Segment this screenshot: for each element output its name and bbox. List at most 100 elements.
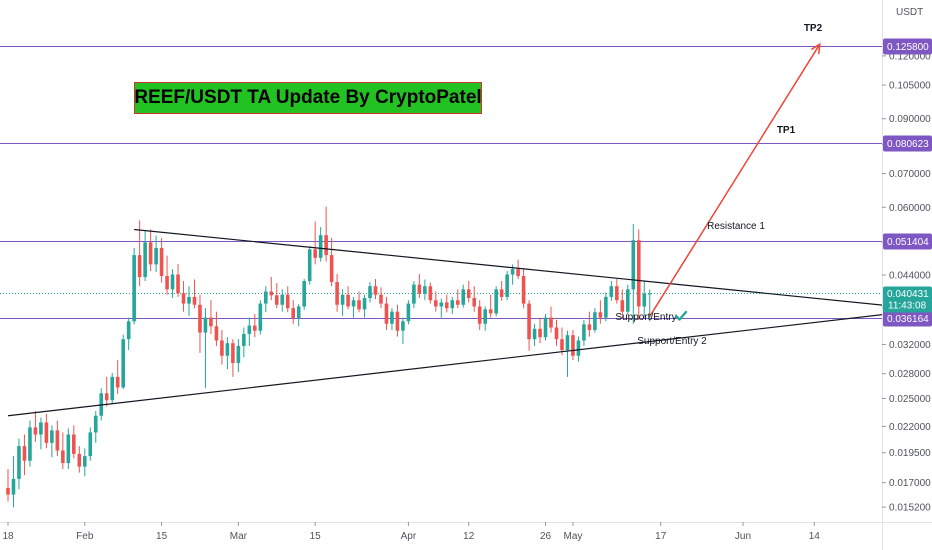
candle-body bbox=[477, 306, 482, 324]
candle-body bbox=[543, 317, 548, 338]
annotations-layer: TP2 TP1 Resistance 1 Support/Entry Suppo… bbox=[615, 23, 822, 347]
candle bbox=[445, 294, 449, 313]
x-tick-label: Apr bbox=[401, 531, 417, 542]
x-tick-label: 17 bbox=[655, 531, 667, 542]
y-tick-label: 0.015200 bbox=[889, 503, 931, 514]
candle bbox=[466, 281, 471, 303]
candle-body bbox=[406, 303, 411, 322]
candle bbox=[291, 300, 296, 324]
candle-body bbox=[253, 325, 257, 331]
candle bbox=[499, 281, 504, 301]
candle bbox=[263, 286, 268, 313]
candle bbox=[77, 446, 82, 473]
candle bbox=[477, 300, 482, 331]
candle bbox=[609, 281, 614, 301]
candle bbox=[115, 360, 120, 395]
candle bbox=[280, 289, 285, 312]
candle-countdown: 11:43:08 bbox=[888, 301, 927, 312]
candle-body bbox=[362, 298, 367, 310]
y-tick-label: 0.070000 bbox=[889, 169, 931, 180]
candle-body bbox=[148, 242, 153, 265]
level-price-label: 0.051404 bbox=[887, 237, 929, 248]
candle-body bbox=[368, 286, 372, 299]
y-tick-label: 0.120000 bbox=[889, 51, 931, 62]
candle-body bbox=[390, 311, 394, 324]
candle bbox=[335, 274, 339, 312]
candle-body bbox=[318, 235, 323, 258]
candle bbox=[104, 376, 109, 407]
candle bbox=[532, 323, 537, 346]
trendline-descending bbox=[134, 228, 914, 309]
candle-body bbox=[428, 286, 433, 301]
candle bbox=[565, 330, 570, 377]
candle-body bbox=[72, 434, 76, 454]
candle bbox=[384, 296, 389, 331]
candle-body bbox=[126, 321, 131, 340]
candle-body bbox=[620, 300, 625, 312]
candle-body bbox=[395, 311, 400, 331]
candle bbox=[357, 291, 361, 313]
candle-body bbox=[434, 300, 438, 307]
candle-body bbox=[17, 446, 21, 479]
y-tick-label: 0.028000 bbox=[889, 369, 931, 380]
candle-body bbox=[220, 340, 224, 356]
candle-body bbox=[137, 255, 142, 278]
candle-body bbox=[499, 289, 504, 297]
candle bbox=[401, 317, 405, 344]
x-tick-label: 26 bbox=[540, 531, 552, 542]
candle bbox=[615, 279, 619, 304]
candle bbox=[236, 339, 241, 373]
candle bbox=[121, 334, 125, 390]
candle-body bbox=[554, 327, 559, 340]
candle-body bbox=[187, 296, 191, 304]
candle bbox=[379, 287, 383, 309]
candle-body bbox=[77, 453, 82, 467]
candle-body bbox=[110, 376, 115, 401]
candle bbox=[154, 235, 158, 273]
candle bbox=[340, 289, 345, 316]
candle-body bbox=[82, 456, 87, 467]
candle-body bbox=[93, 415, 98, 433]
candle bbox=[93, 411, 98, 443]
candle-body bbox=[647, 293, 652, 295]
currency-label[interactable]: USDT bbox=[896, 7, 923, 18]
candle-body bbox=[203, 317, 208, 333]
candle bbox=[242, 327, 246, 358]
candle bbox=[11, 456, 16, 508]
candle bbox=[148, 229, 153, 272]
candle bbox=[82, 448, 87, 477]
candle-body bbox=[521, 276, 526, 304]
y-tick-label: 0.044000 bbox=[889, 271, 931, 282]
candle bbox=[192, 279, 197, 309]
candle-body bbox=[445, 302, 449, 309]
candle bbox=[126, 317, 131, 351]
candle bbox=[527, 300, 531, 351]
candle-body bbox=[340, 294, 345, 305]
candle bbox=[549, 306, 553, 333]
candle bbox=[450, 296, 455, 315]
candle-body bbox=[33, 427, 38, 435]
x-tick-label: 18 bbox=[2, 531, 14, 542]
candle bbox=[538, 317, 542, 344]
candle-body bbox=[329, 255, 334, 283]
candle bbox=[198, 294, 202, 353]
candle-body bbox=[593, 312, 597, 331]
candle-body bbox=[576, 340, 581, 356]
candle bbox=[209, 300, 213, 334]
candle-body bbox=[615, 286, 619, 301]
candle bbox=[50, 425, 54, 458]
candle bbox=[33, 411, 38, 442]
support-entry-2-label: Support/Entry 2 bbox=[637, 336, 707, 347]
candle bbox=[110, 372, 115, 404]
tp2-label: TP2 bbox=[804, 23, 823, 34]
check-icon bbox=[674, 310, 688, 321]
candle bbox=[55, 420, 60, 457]
candle bbox=[214, 311, 219, 346]
trendlines-layer bbox=[7, 228, 914, 417]
candle-body bbox=[510, 269, 515, 275]
candle-body bbox=[609, 286, 614, 297]
level-price-tag bbox=[883, 233, 932, 250]
candle bbox=[329, 237, 334, 287]
